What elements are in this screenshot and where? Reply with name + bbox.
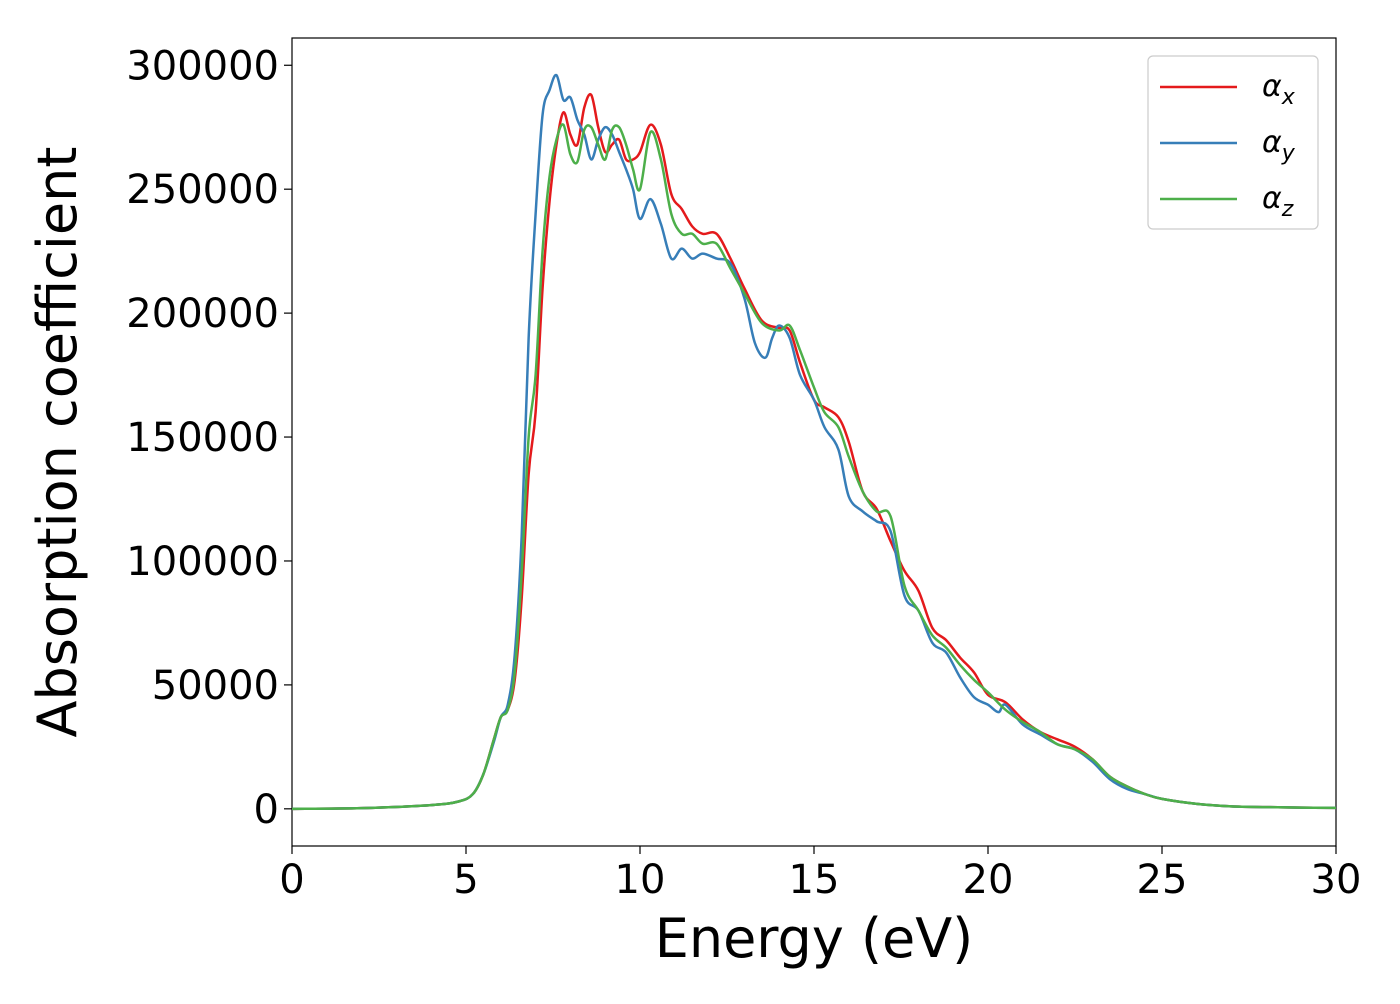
- y-axis-label: Absorption coefficient: [26, 147, 89, 738]
- y-tick-label: 300000: [126, 43, 279, 89]
- x-tick-label: 0: [279, 857, 304, 903]
- y-tick-label: 200000: [126, 291, 279, 337]
- series-line-y: [292, 73, 1336, 811]
- x-tick-label: 20: [963, 857, 1014, 903]
- x-axis-label: Energy (eV): [655, 907, 974, 970]
- y-tick-label: 50000: [152, 663, 279, 709]
- y-tick-label: 250000: [126, 167, 279, 213]
- y-tick-label: 0: [254, 787, 279, 833]
- y-tick-label: 100000: [126, 539, 279, 585]
- x-tick-label: 15: [789, 857, 840, 903]
- y-tick-label: 150000: [126, 415, 279, 461]
- legend: αx αy αz: [1147, 55, 1319, 230]
- series-line-z: [292, 123, 1336, 811]
- legend-entry-x: αx: [1160, 69, 1296, 110]
- legend-label: αz: [1262, 181, 1294, 222]
- x-axis: 0 5 10 15 20 25 30: [279, 846, 1361, 903]
- y-axis: 0 50000 100000 150000 200000 250000 300000: [126, 43, 292, 833]
- series-layer: [292, 73, 1336, 811]
- legend-label: αy: [1262, 125, 1296, 166]
- legend-label: αx: [1262, 69, 1296, 110]
- x-tick-label: 30: [1311, 857, 1362, 903]
- x-tick-label: 10: [615, 857, 666, 903]
- x-tick-label: 25: [1137, 857, 1188, 903]
- x-tick-label: 5: [453, 857, 478, 903]
- legend-entry-y: αy: [1160, 125, 1296, 166]
- legend-entry-z: αz: [1160, 181, 1294, 222]
